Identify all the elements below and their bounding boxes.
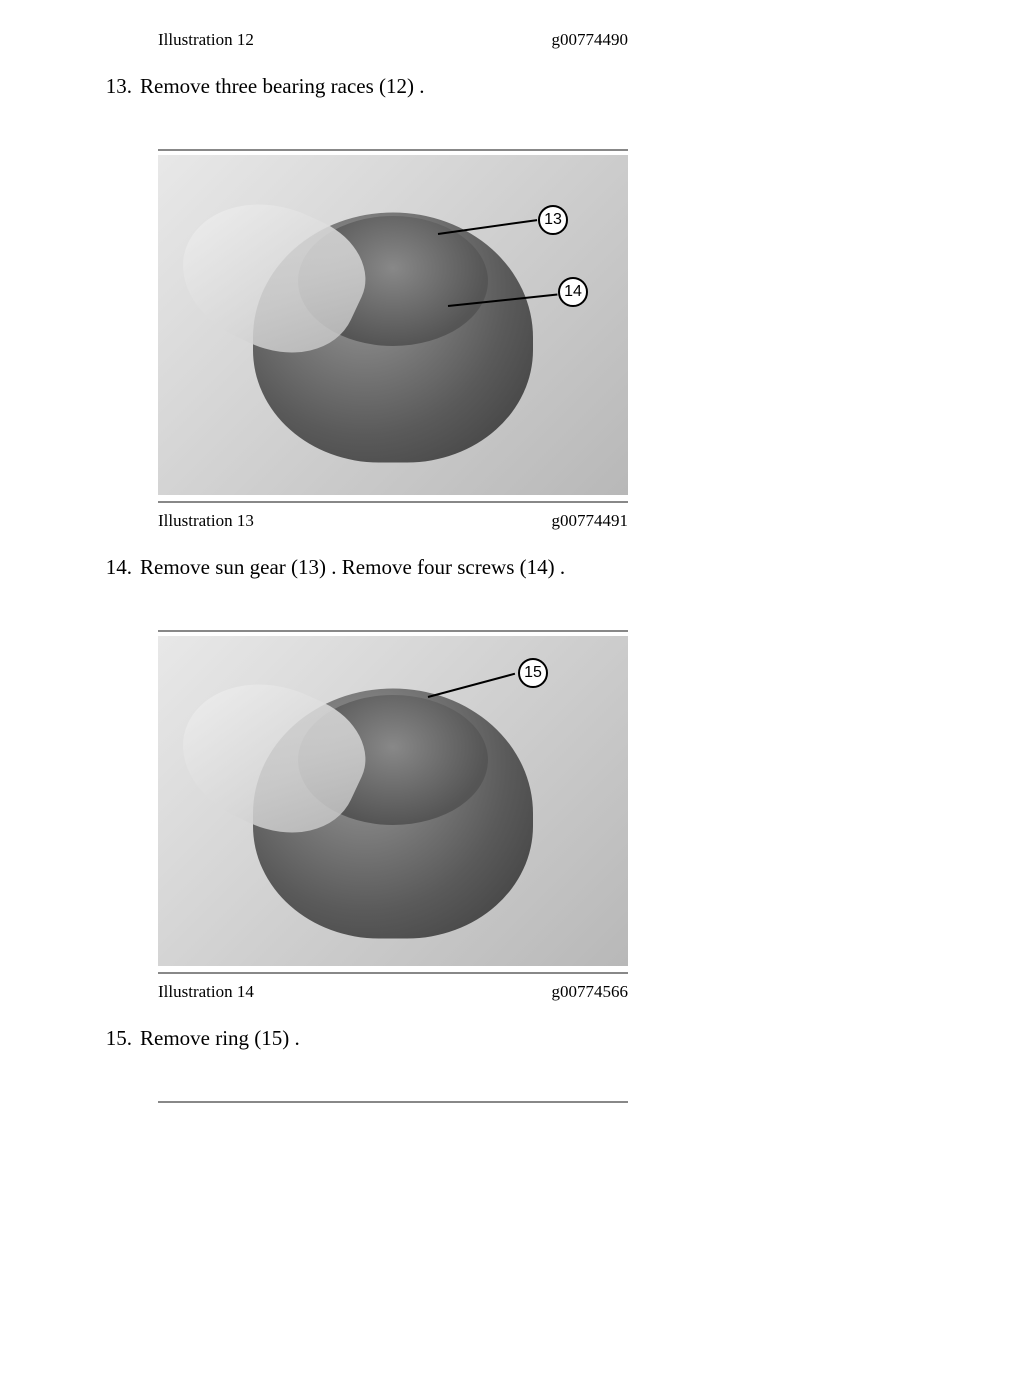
step-14-number: 14. — [100, 555, 140, 580]
figure-top-divider — [158, 149, 628, 151]
figure-top-divider-2 — [158, 630, 628, 632]
illustration-14-caption: Illustration 14 g00774566 — [158, 982, 628, 1002]
illustration-12-ref: g00774490 — [552, 30, 629, 50]
step-13-text: Remove three bearing races (12) . — [140, 74, 924, 99]
step-14-text: Remove sun gear (13) . Remove four screw… — [140, 555, 924, 580]
illustration-13-image: 13 14 — [158, 155, 628, 495]
illustration-14-ref: g00774566 — [552, 982, 629, 1002]
illustration-14-image: 15 — [158, 636, 628, 966]
illustration-12-caption: Illustration 12 g00774490 — [158, 30, 628, 50]
callout-13-label: 13 — [544, 211, 562, 229]
step-15: 15. Remove ring (15) . — [100, 1026, 924, 1051]
illustration-12-label: Illustration 12 — [158, 30, 254, 50]
step-13-number: 13. — [100, 74, 140, 99]
callout-14-label: 14 — [564, 283, 582, 301]
illustration-13-figure: 13 14 — [158, 149, 628, 503]
step-15-text: Remove ring (15) . — [140, 1026, 924, 1051]
step-14: 14. Remove sun gear (13) . Remove four s… — [100, 555, 924, 580]
illustration-13-ref: g00774491 — [552, 511, 629, 531]
figure-bottom-divider — [158, 501, 628, 503]
illustration-13-caption: Illustration 13 g00774491 — [158, 511, 628, 531]
step-13: 13. Remove three bearing races (12) . — [100, 74, 924, 99]
callout-13: 13 — [538, 205, 568, 235]
callout-15-line — [428, 673, 515, 698]
illustration-13-label: Illustration 13 — [158, 511, 254, 531]
next-figure-top-divider — [158, 1101, 628, 1103]
figure-bottom-divider-2 — [158, 972, 628, 974]
callout-14: 14 — [558, 277, 588, 307]
callout-15: 15 — [518, 658, 548, 688]
illustration-14-figure: 15 — [158, 630, 628, 974]
step-15-number: 15. — [100, 1026, 140, 1051]
callout-15-label: 15 — [524, 664, 542, 682]
illustration-14-label: Illustration 14 — [158, 982, 254, 1002]
